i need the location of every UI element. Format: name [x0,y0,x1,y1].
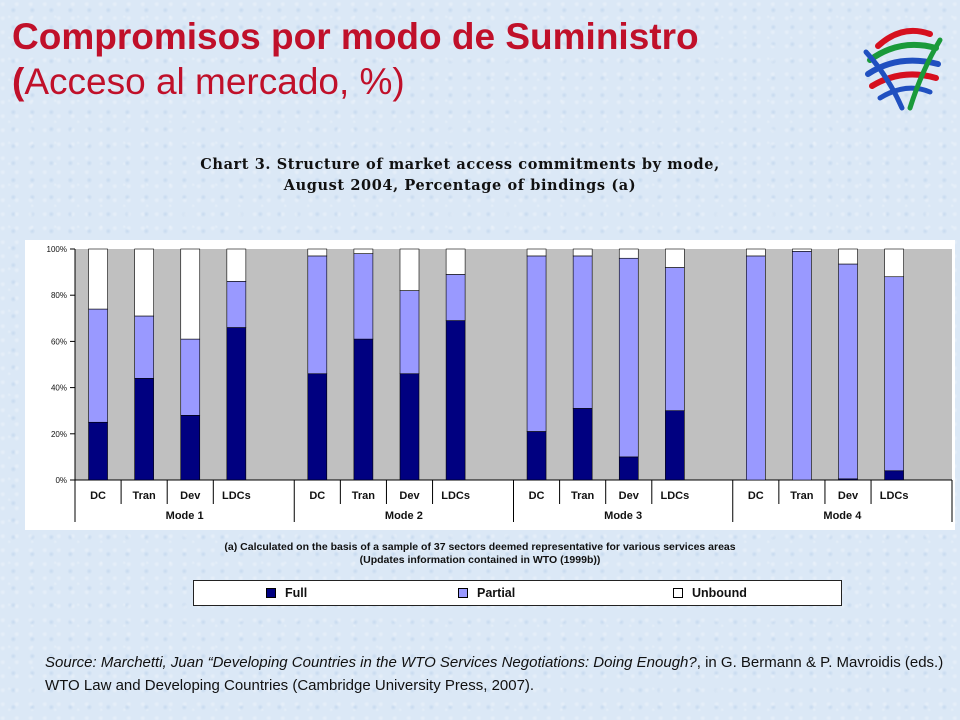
x-tick-label: LDCs [880,490,909,502]
slide-title-bold: Compromisos por modo de Suministro ( [12,16,699,102]
slide-title: Compromisos por modo de Suministro (Acce… [12,14,832,104]
bar-segment-partial [572,255,593,409]
x-tick-label: LDCs [660,490,689,502]
y-tick-label: 0% [55,476,67,485]
bar-segment-full [526,431,547,481]
chart-footnote-line-2: (Updates information contained in WTO (1… [359,554,601,566]
chart-title-line-2: August 2004, Percentage of bindings (a) [283,177,637,194]
slide-title-rest: Acceso al mercado, %) [24,61,405,102]
bar-segment-full [307,373,328,481]
legend-label-unbound: Unbound [692,586,747,600]
bar-segment-partial [526,255,547,432]
legend-item-partial: Partial [458,586,515,600]
bar-segment-unbound [353,248,374,254]
legend-swatch-partial [458,588,468,598]
y-tick-label: 100% [47,245,67,254]
bar-segment-partial [618,257,639,458]
bar-segment-unbound [572,248,593,257]
bar-segment-partial [399,290,420,375]
bar-segment-partial [88,308,108,423]
legend-swatch-unbound [673,588,683,598]
bar-segment-unbound [792,248,812,252]
bar-segment-full [665,410,685,481]
x-tick-label: Dev [180,490,201,502]
bar-segment-partial [134,315,154,379]
bar-segment-full [134,378,154,481]
chart-title-line-1: Chart 3. Structure of market access comm… [200,156,720,173]
bar-segment-full [88,421,108,481]
bar-segment-partial [838,263,858,480]
legend-label-partial: Partial [477,586,516,600]
x-tick-label: LDCs [222,490,251,502]
legend-item-full: Full [266,586,307,600]
legend-item-unbound: Unbound [673,586,747,600]
chart-footnote-line-1: (a) Calculated on the basis of a sample … [224,541,736,553]
x-tick-label: DC [309,490,325,502]
bar-segment-unbound [884,248,904,278]
bar-segment-partial [307,255,328,375]
x-tick-label: Dev [619,490,640,502]
x-tick-label: Dev [838,490,859,502]
bar-segment-full [572,408,593,481]
x-tick-label: DC [748,490,764,502]
bar-segment-full [884,470,904,481]
group-label: Mode 2 [385,510,423,522]
bar-segment-full [353,338,374,481]
bar-segment-unbound [226,248,247,282]
bar-segment-unbound [134,248,154,317]
bar-segment-unbound [618,248,639,259]
x-tick-label: LDCs [441,490,470,502]
group-label: Mode 3 [604,510,642,522]
legend-label-full: Full [285,586,308,600]
bar-segment-full [226,327,247,481]
bar-segment-unbound [838,248,858,265]
y-tick-label: 40% [51,384,67,393]
bar-segment-unbound [399,248,420,291]
bar-segment-partial [745,255,766,481]
x-tick-label: Tran [790,490,814,502]
bar-segment-partial [445,274,466,321]
source-citation-rest: , in G. Bermann & P. Mavroidis (eds.) WT… [45,654,944,694]
bar-segment-unbound [307,248,328,257]
bar-segment-partial [180,338,201,416]
x-tick-label: Tran [352,490,376,502]
bar-segment-full [618,456,639,481]
bar-segment-partial [792,251,812,481]
group-label: Mode 4 [823,510,862,522]
bar-segment-full [445,320,466,481]
bar-segment-partial [226,281,247,328]
x-tick-label: Tran [133,490,157,502]
bar-segment-partial [353,253,374,340]
bar-segment-unbound [526,248,547,257]
bar-segment-full [180,415,201,481]
source-citation: Source: Marchetti, Juan “Developing Coun… [45,651,945,697]
x-tick-label: Tran [571,490,595,502]
y-tick-label: 80% [51,291,67,300]
source-citation-italic: Source: Marchetti, Juan “Developing Coun… [45,654,697,671]
chart-footnote: (a) Calculated on the basis of a sample … [100,541,860,567]
y-tick-label: 60% [51,337,67,346]
plot-area [75,249,952,480]
group-label: Mode 1 [166,510,204,522]
y-tick-label: 20% [51,430,67,439]
bar-segment-partial [884,276,904,472]
bar-segment-unbound [665,248,685,268]
x-tick-label: DC [529,490,545,502]
chart-legend: Full Partial Unbound [193,580,842,606]
bar-segment-unbound [88,248,108,310]
chart-title: Chart 3. Structure of market access comm… [100,154,820,196]
bar-segment-unbound [445,248,466,275]
x-tick-label: DC [90,490,106,502]
wto-logo-icon [863,28,943,111]
legend-swatch-full [266,588,276,598]
bar-segment-full [399,373,420,481]
bar-segment-unbound [180,248,201,340]
bar-segment-unbound [745,248,766,257]
bar-segment-partial [665,267,685,412]
x-tick-label: Dev [399,490,420,502]
